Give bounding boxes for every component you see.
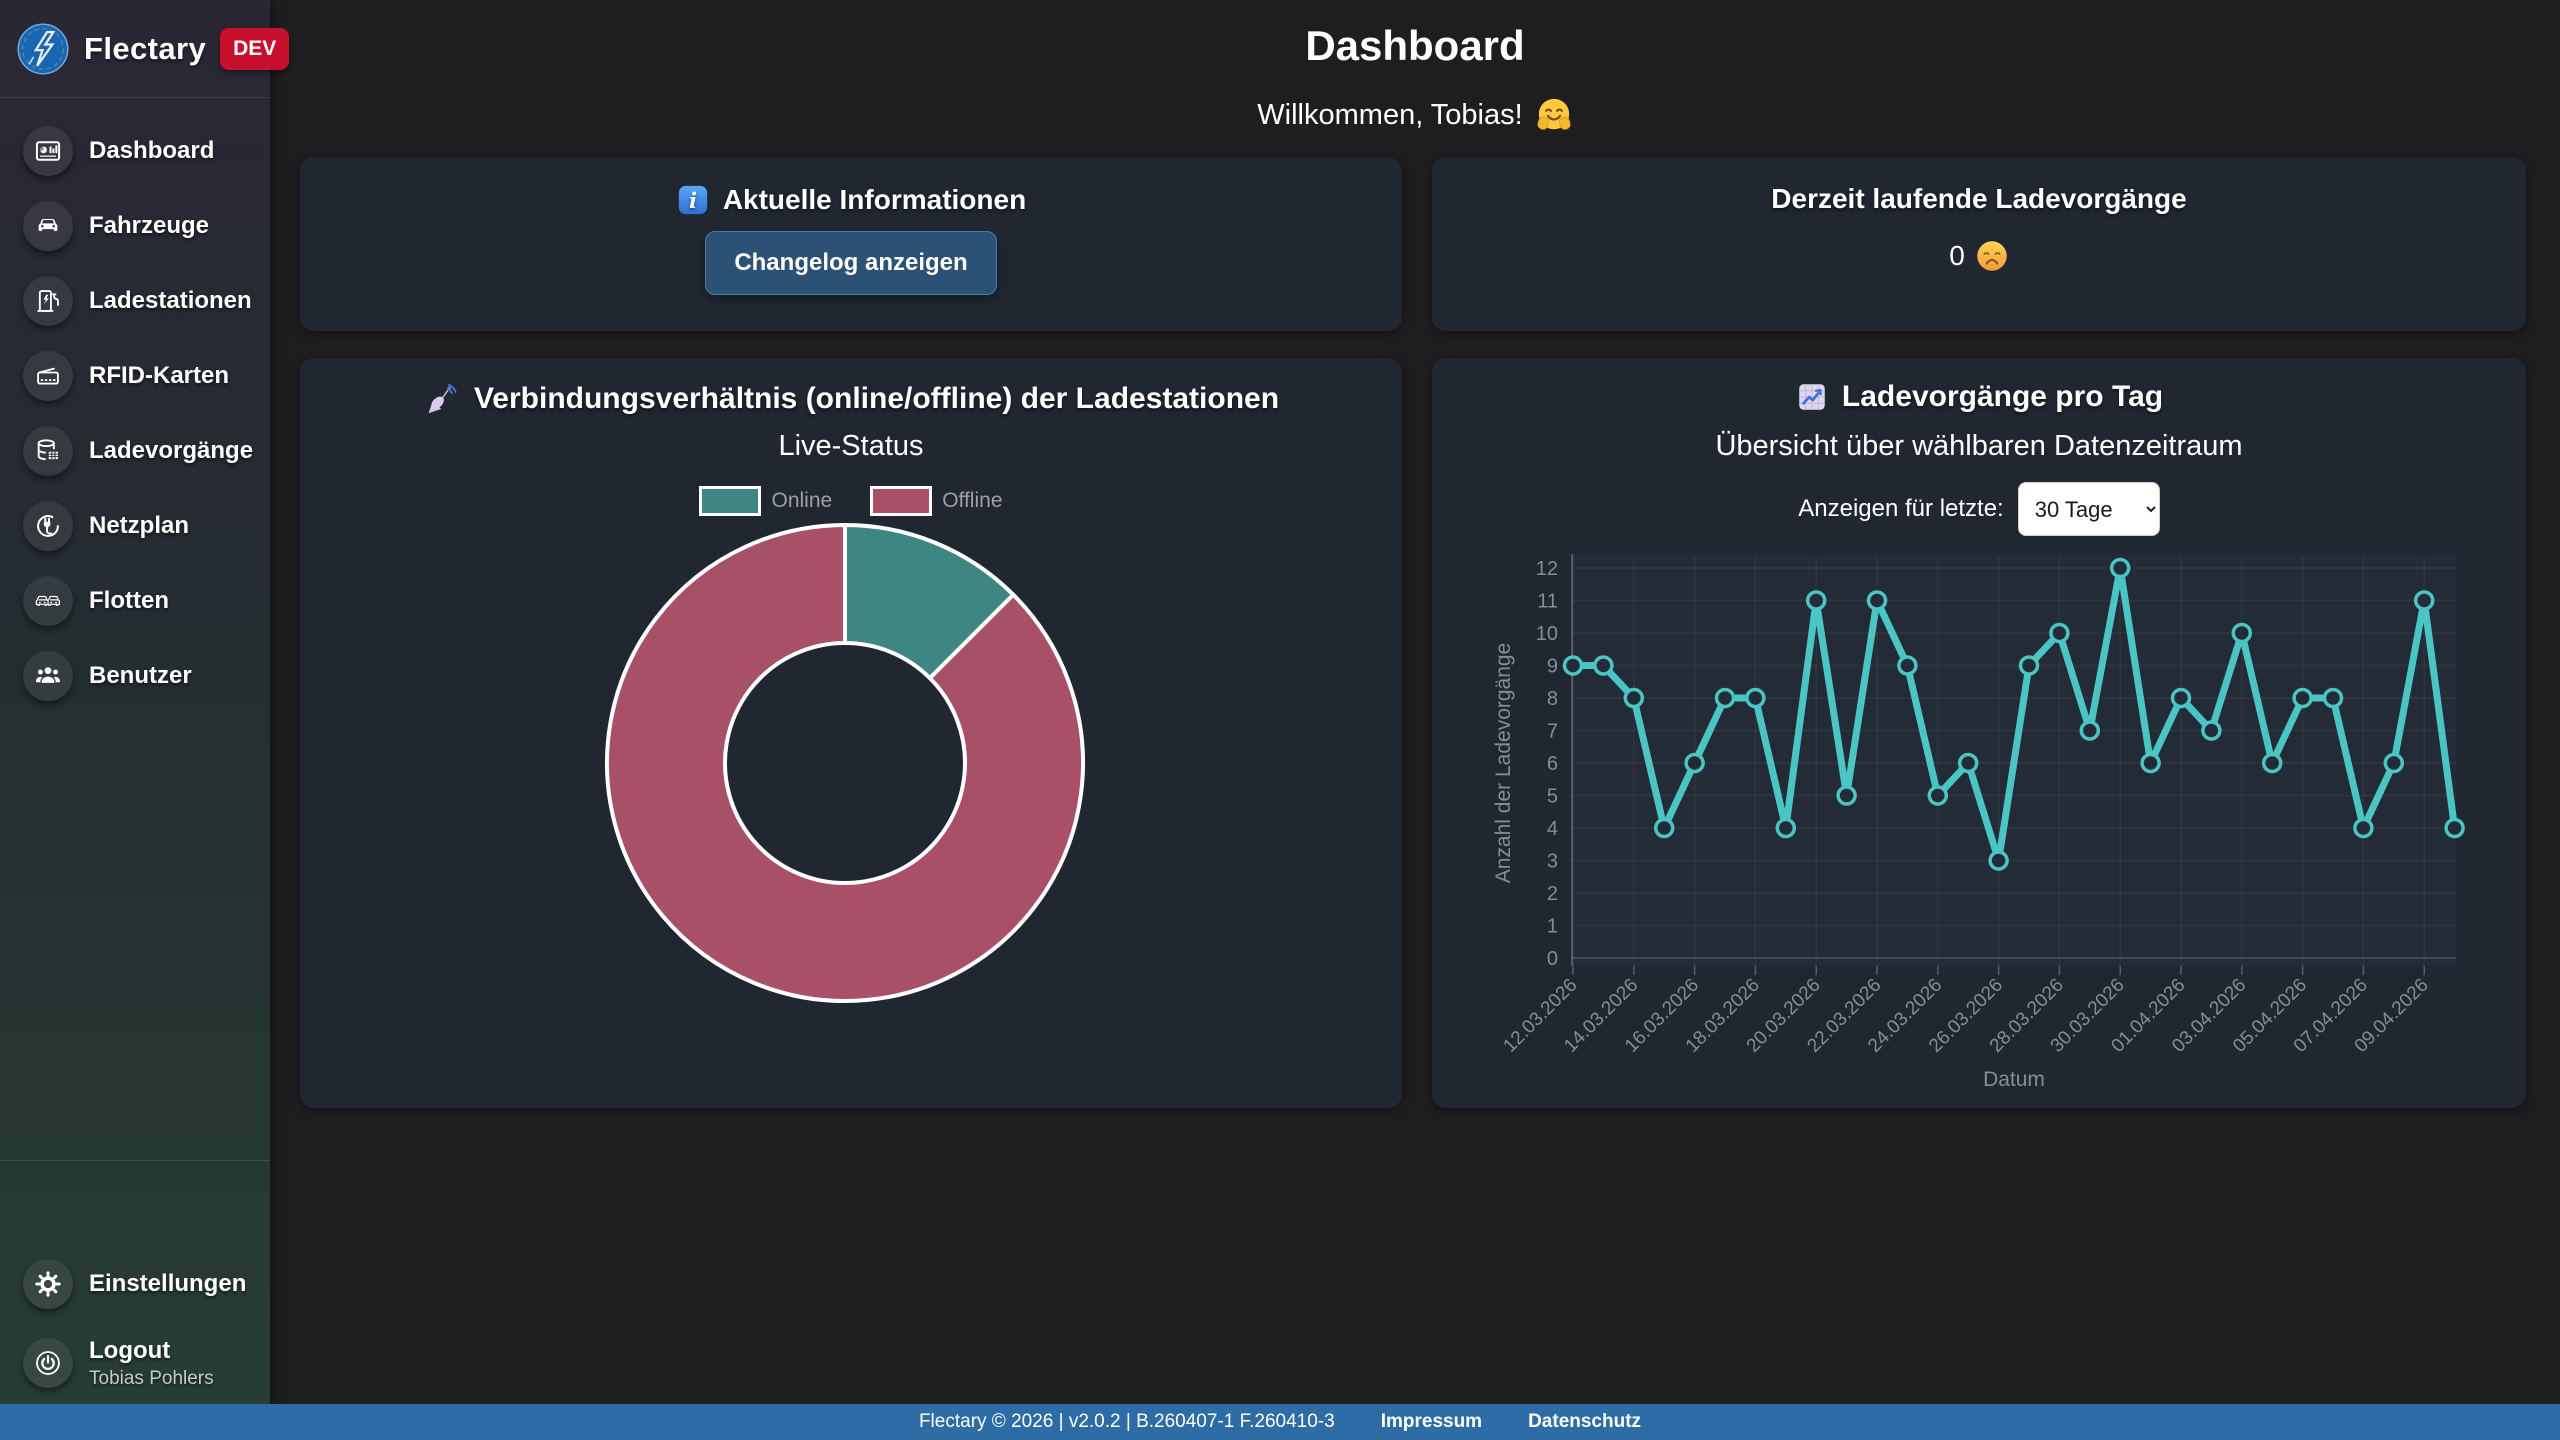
date-range-filter: Anzeigen für letzte: 30 Tage [1432,482,2526,536]
active-sessions-value-row: 0 [1432,239,2526,273]
charging-station-icon [23,275,73,326]
rfid-card-icon [23,350,73,401]
filter-label: Anzeigen für letzte: [1798,495,2004,522]
sad-face-emoji [1975,239,2009,273]
active-sessions-count: 0 [1949,240,1965,271]
svg-text:10: 10 [1536,623,1558,645]
sidebar-item-ladestationen[interactable]: Ladestationen [0,263,270,338]
card-title: i Aktuelle Informationen [300,183,1402,217]
svg-text:11: 11 [1537,591,1558,613]
footer-bar: Flectary © 2026 | v2.0.2 | B.260407-1 F.… [0,1404,2560,1440]
users-icon [23,650,73,701]
sidebar-item-ladevorgaenge[interactable]: Ladevorgänge [0,413,270,488]
sidebar-item-flotten[interactable]: Flotten [0,563,270,638]
sidebar-item-einstellungen[interactable]: Einstellungen [0,1246,270,1321]
power-icon [23,1338,73,1388]
app-name: Flectary [84,30,207,66]
sidebar: Flectary DEV Dashboard Fahrzeuge Ladesta… [0,0,290,1404]
line-chart: 012345678910111212.03.202614.03.202616.0… [1492,554,2465,1091]
info-emoji: i [676,183,710,217]
sidebar-item-label: Einstellungen [89,1269,247,1297]
sidebar-item-label: Fahrzeuge [89,211,210,239]
svg-text:5: 5 [1547,786,1558,808]
card-aktuelle-informationen: i Aktuelle Informationen Changelog anzei… [300,157,1402,331]
card-title: Ladevorgänge pro Tag [1432,380,2526,414]
sidebar-item-label: Ladevorgänge [89,436,254,464]
car-icon [23,200,73,251]
svg-text:8: 8 [1547,688,1558,710]
donut-subtitle: Live-Status [778,430,924,462]
main-content: Dashboard Willkommen, Tobias! i Aktuelle… [270,0,2560,1404]
logout-username: Tobias Pohlers [89,1367,214,1389]
svg-text:4: 4 [1547,818,1558,840]
legend-item-offline: Offline [870,486,1003,516]
svg-text:Anzahl der Ladevorgänge: Anzahl der Ladevorgänge [1492,643,1515,884]
sidebar-item-benutzer[interactable]: Benutzer [0,638,270,713]
chart-increasing-emoji [1795,380,1829,414]
sidebar-item-label: Benutzer [89,661,192,689]
fleet-icon [23,575,73,626]
svg-text:Datum: Datum [1983,1068,2045,1091]
svg-text:7: 7 [1547,721,1558,743]
logout-label: Logout [89,1336,171,1364]
datenschutz-link[interactable]: Datenschutz [1528,1411,1642,1432]
svg-text:3: 3 [1547,851,1558,873]
card-title-text: Ladevorgänge pro Tag [1841,380,2164,413]
page-title: Dashboard [1305,22,1525,69]
donut-legend: Online Offline [300,486,1402,516]
sidebar-item-dashboard[interactable]: Dashboard [0,113,270,188]
sidebar-divider [0,1160,270,1161]
svg-text:i: i [689,189,697,214]
card-verbindungsverhaeltnis: Verbindungsverhältnis (online/offline) d… [300,358,1402,1108]
satellite-antenna-emoji [423,380,461,418]
sidebar-item-label: RFID-Karten [89,361,230,389]
sidebar-item-label: Flotten [89,586,169,614]
plug-icon [23,500,73,551]
svg-text:1: 1 [1547,916,1558,938]
offline-swatch [870,486,933,516]
date-range-select[interactable]: 30 Tage [2017,482,2160,536]
dashboard-icon [23,125,73,176]
dev-badge: DEV [220,27,290,70]
hugging-face-emoji [1535,96,1573,134]
changelog-button[interactable]: Changelog anzeigen [705,231,997,295]
sidebar-item-netzplan[interactable]: Netzplan [0,488,270,563]
donut-chart [605,523,1085,1003]
legend-item-online: Online [699,486,832,516]
sidebar-header: Flectary DEV [0,0,290,98]
sidebar-nav: Dashboard Fahrzeuge Ladestationen RFID-K… [0,98,270,713]
footer-copyright: Flectary © 2026 | v2.0.2 | B.260407-1 F.… [918,1411,1335,1432]
card-ladevorgaenge-pro-tag: Ladevorgänge pro Tag Übersicht über wähl… [1432,358,2526,1108]
svg-text:2: 2 [1547,883,1558,905]
card-title-text: Aktuelle Informationen [722,184,1027,215]
welcome-message: Willkommen, Tobias! [270,96,2560,134]
svg-text:12: 12 [1536,558,1558,580]
legend-label: Online [771,489,833,512]
card-laufende-ladevorgaenge: Derzeit laufende Ladevorgänge 0 [1432,157,2526,331]
sidebar-item-logout[interactable]: Logout Tobias Pohlers [0,1322,270,1404]
flectary-logo-icon [16,22,70,76]
line-subtitle: Übersicht über wählbaren Datenzeitraum [1715,430,2243,462]
svg-text:0: 0 [1547,948,1558,970]
svg-text:9: 9 [1547,656,1558,678]
online-swatch [699,486,762,516]
sidebar-item-label: Netzplan [89,511,190,539]
svg-text:6: 6 [1547,753,1558,775]
welcome-text: Willkommen, Tobias! [1257,98,1523,131]
database-icon [23,425,73,476]
sidebar-item-label: Dashboard [89,136,215,164]
legend-label: Offline [942,489,1003,512]
gear-icon [23,1258,73,1309]
sidebar-item-label: Ladestationen [89,286,252,314]
sidebar-item-fahrzeuge[interactable]: Fahrzeuge [0,188,270,263]
card-title: Derzeit laufende Ladevorgänge [1771,183,2187,214]
impressum-link[interactable]: Impressum [1380,1411,1483,1432]
sidebar-item-rfid-karten[interactable]: RFID-Karten [0,338,270,413]
card-title-text: Verbindungsverhältnis (online/offline) d… [473,382,1280,415]
card-title: Verbindungsverhältnis (online/offline) d… [300,380,1402,418]
